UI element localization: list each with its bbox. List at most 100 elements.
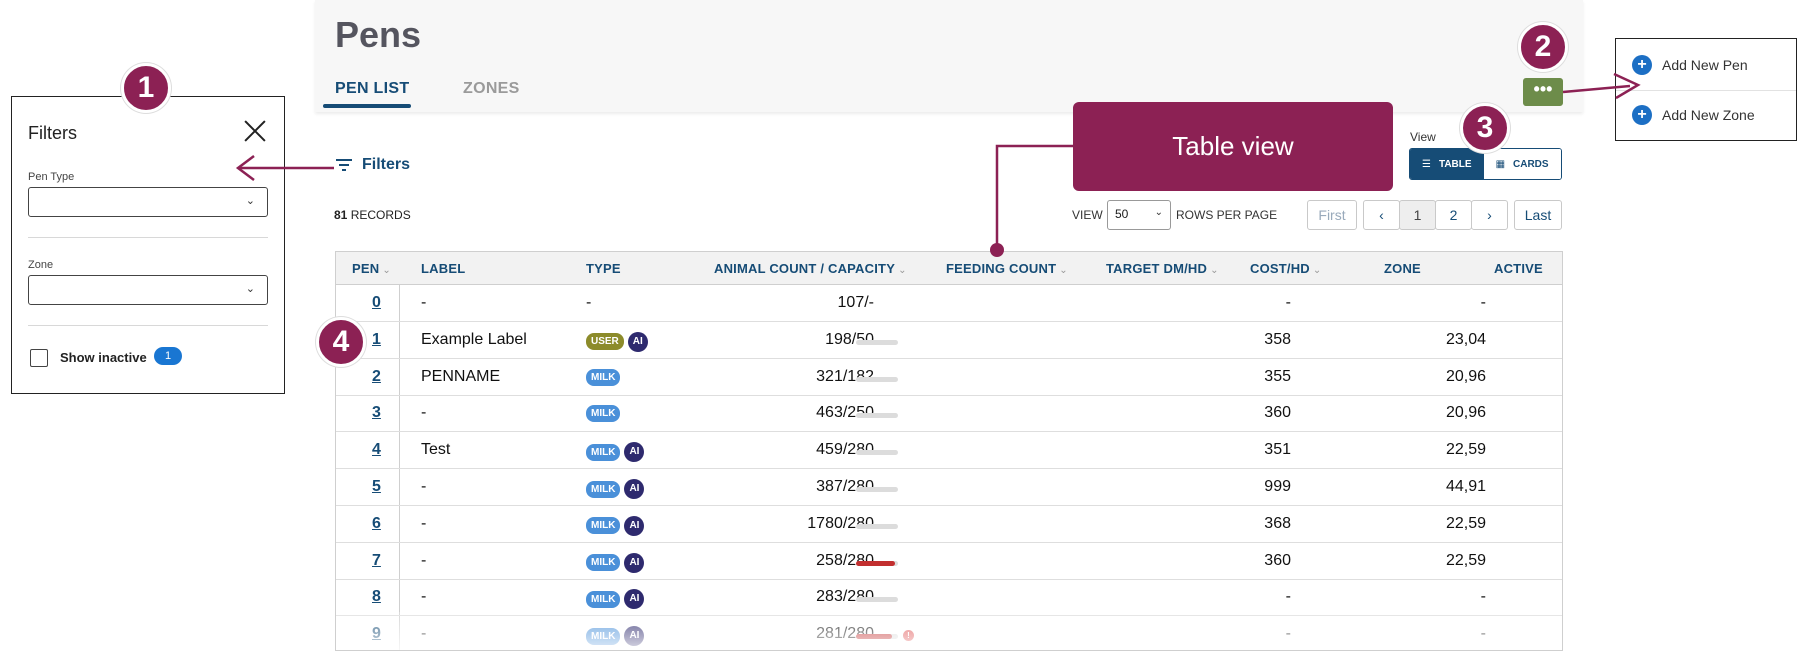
feeding-count: 360 [1264, 404, 1291, 422]
close-icon[interactable] [242, 117, 268, 143]
pen-type-label: Pen Type [28, 171, 75, 183]
sort-icon: ⌄ [1312, 265, 1322, 276]
pen-type-select[interactable]: ⌄ [28, 187, 268, 217]
column-header-label: TARGET DM/HD [1106, 261, 1208, 276]
plus-icon: + [1632, 55, 1652, 75]
column-header-zone[interactable]: ZONE [1384, 261, 1421, 276]
table-header: PEN ⌄ LABEL TYPE ANIMAL COUNT / CAPACITY ⌄… [336, 252, 1562, 285]
show-inactive-checkbox[interactable] [30, 349, 48, 367]
pagination-last[interactable]: Last [1514, 200, 1562, 230]
target-dm: 23,04 [1445, 330, 1486, 348]
column-header-type[interactable]: TYPE [586, 261, 621, 276]
pen-type: MILK [586, 405, 621, 423]
milk-badge: MILK [586, 443, 621, 461]
pen-number-link[interactable]: 7 [372, 552, 381, 570]
pagination-first[interactable]: First [1307, 200, 1357, 230]
pen-number-link[interactable]: 1 [372, 331, 381, 349]
sort-icon: ⌄ [898, 265, 907, 276]
pen-number[interactable]: 1 [372, 330, 381, 348]
add-new-pen-item[interactable]: + Add New Pen [1632, 55, 1748, 75]
callout-3: 3 [1460, 103, 1510, 153]
column-header-label: COST/HD [1250, 261, 1310, 276]
table-row[interactable]: 0--107/----Default Zone✓ [336, 285, 1562, 322]
pen-label: - [421, 551, 427, 569]
pen-number-link[interactable]: 4 [372, 441, 381, 459]
pagination-page-2[interactable]: 2 [1435, 200, 1472, 230]
capacity-bar [856, 560, 898, 566]
list-icon: ☰ [1422, 158, 1431, 170]
column-header-active[interactable]: ACTIVE [1494, 261, 1543, 276]
tab-pen-list[interactable]: PEN LIST [335, 80, 410, 97]
user-badge: USER [586, 333, 624, 351]
view-table-button[interactable]: ☰ TABLE [1410, 149, 1484, 179]
column-header-cost[interactable]: COST/HD ⌄ [1250, 261, 1322, 276]
app-header: Pens PEN LIST ZONES [315, 0, 1583, 112]
pen-number-link[interactable]: 2 [372, 368, 381, 386]
view-prefix-label: VIEW [1072, 208, 1103, 222]
zone-label: Zone [28, 259, 54, 271]
zone-select[interactable]: ⌄ [28, 275, 268, 305]
pen-number[interactable]: 3 [372, 404, 381, 422]
pagination-prev[interactable]: ‹ [1363, 200, 1400, 230]
target-dm: 22,59 [1445, 441, 1486, 459]
column-header-pen[interactable]: PEN ⌄ [352, 261, 391, 276]
pen-number[interactable]: 8 [372, 588, 381, 606]
rows-per-page-value: 50 [1115, 207, 1129, 221]
page-title: Pens [335, 14, 422, 55]
pen-type: USER AI [586, 331, 648, 352]
pen-type: - [586, 294, 591, 312]
tab-zones[interactable]: ZONES [463, 80, 520, 97]
pen-number[interactable]: 4 [372, 441, 381, 459]
pen-label: - [421, 588, 427, 606]
pen-label: Test [421, 441, 451, 459]
more-actions-button[interactable]: ••• [1523, 78, 1563, 106]
sort-icon: ⌄ [382, 265, 391, 276]
pagination-page-1[interactable]: 1 [1399, 200, 1436, 230]
feeding-count: 360 [1264, 551, 1291, 569]
filter-icon [336, 159, 352, 171]
pen-number-link[interactable]: 0 [372, 294, 381, 312]
capacity-bar [856, 413, 898, 419]
pen-number-link[interactable]: 8 [372, 588, 381, 606]
pen-label: - [421, 478, 427, 495]
column-header-label-col[interactable]: LABEL [421, 261, 466, 276]
capacity-bar [856, 597, 898, 603]
column-header-target-dm[interactable]: TARGET DM/HD ⌄ [1106, 261, 1219, 276]
feeding-count: 351 [1264, 441, 1291, 459]
column-header-animal-count[interactable]: ANIMAL COUNT / CAPACITY ⌄ [714, 261, 907, 276]
pen-number[interactable]: 2 [372, 367, 381, 385]
pen-number-link[interactable]: 5 [372, 478, 381, 496]
pen-number[interactable]: 6 [372, 514, 381, 532]
ai-badge: AI [624, 552, 645, 573]
column-header-feeding-count[interactable]: FEEDING COUNT ⌄ [946, 261, 1068, 276]
add-new-pen-label: Add New Pen [1662, 57, 1748, 73]
pen-number-link[interactable]: 3 [372, 404, 381, 422]
rows-per-page-select[interactable]: 50 ⌄ [1107, 200, 1171, 230]
add-menu: + Add New Pen + Add New Zone [1615, 38, 1797, 141]
capacity-bar [856, 523, 898, 529]
view-label: View [1410, 130, 1436, 144]
pen-number-link[interactable]: 6 [372, 515, 381, 533]
ai-badge: AI [624, 589, 645, 610]
pagination-next[interactable]: › [1471, 200, 1508, 230]
view-cards-button[interactable]: ▦ CARDS [1483, 149, 1561, 179]
add-new-zone-item[interactable]: + Add New Zone [1632, 105, 1755, 125]
callout-2: 2 [1518, 22, 1568, 72]
pen-number[interactable]: 7 [372, 551, 381, 569]
pen-number[interactable]: 0 [372, 294, 381, 311]
pen-label: - [421, 514, 427, 532]
filters-toggle[interactable]: Filters [336, 156, 410, 174]
pen-label: PENNAME [421, 367, 501, 385]
pen-number[interactable]: 5 [372, 478, 381, 495]
ai-badge: AI [627, 331, 648, 352]
target-dm: 22,59 [1445, 514, 1486, 532]
